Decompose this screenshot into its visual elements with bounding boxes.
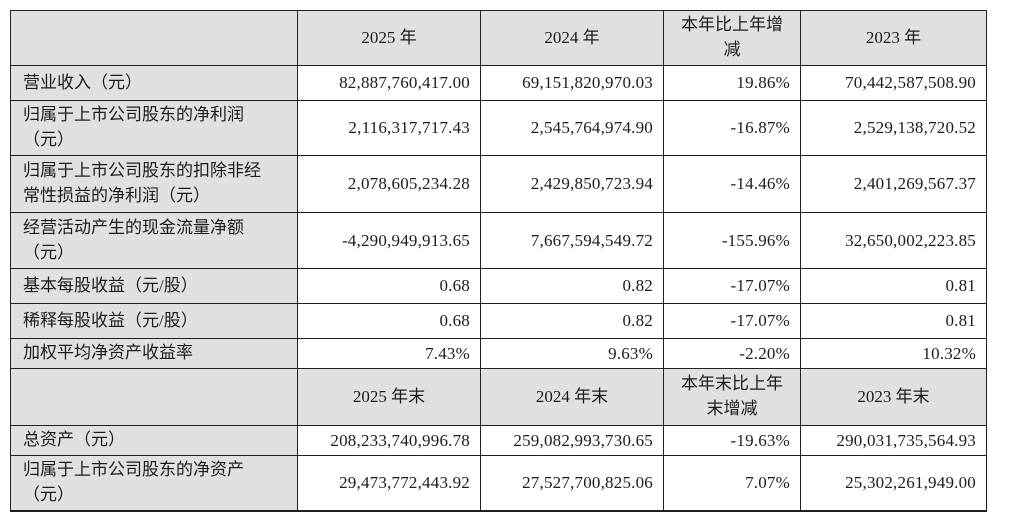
data-cell: 2,078,605,234.28 [297,155,481,213]
data-cell: 0.82 [480,303,664,339]
data-cell: 2,545,764,974.90 [480,100,664,156]
data-cell: 0.68 [297,268,481,304]
table-row-net-profit-excl-nonrecurring: 归属于上市公司股东的扣除非经常性损益的净利润（元） 2,078,605,234.… [10,155,987,213]
period-header-row-annual: 2025 年 2024 年 本年比上年增减 2023 年 [10,10,987,66]
header-cell-yoy-change: 本年比上年增减 [663,10,801,66]
header-cell-2025: 2025 年 [297,10,481,66]
data-cell: -14.46% [663,155,801,213]
table-row-weighted-avg-roe: 加权平均净资产收益率 7.43% 9.63% -2.20% 10.32% [10,338,987,369]
data-cell: 10.32% [800,338,987,369]
row-label-cell: 基本每股收益（元/股） [10,268,298,304]
header-cell-2023-end: 2023 年末 [800,368,987,426]
row-label-cell: 营业收入（元） [10,65,298,101]
data-cell: 7,667,594,549.72 [480,212,664,269]
row-label-cell: 稀释每股收益（元/股） [10,303,298,339]
header-corner-cell [10,368,298,426]
data-cell: 2,429,850,723.94 [480,155,664,213]
data-cell: 82,887,760,417.00 [297,65,481,101]
header-corner-cell [10,10,298,66]
data-cell: 29,473,772,443.92 [297,455,481,511]
data-cell: 290,031,735,564.93 [800,425,987,456]
table-row-diluted-eps: 稀释每股收益（元/股） 0.68 0.82 -17.07% 0.81 [10,303,987,339]
row-label-cell: 加权平均净资产收益率 [10,338,298,369]
header-cell-2024: 2024 年 [480,10,664,66]
data-cell: 7.07% [663,455,801,511]
data-cell: -16.87% [663,100,801,156]
data-cell: 0.68 [297,303,481,339]
data-cell: 2,116,317,717.43 [297,100,481,156]
row-label-cell: 归属于上市公司股东的净资产（元） [10,455,298,511]
data-cell: 9.63% [480,338,664,369]
table-row-revenue: 营业收入（元） 82,887,760,417.00 69,151,820,970… [10,65,987,101]
row-label-cell: 归属于上市公司股东的扣除非经常性损益的净利润（元） [10,155,298,213]
data-cell: 0.82 [480,268,664,304]
data-cell: -19.63% [663,425,801,456]
header-cell-end-change: 本年末比上年末增减 [663,368,801,426]
data-cell: -4,290,949,913.65 [297,212,481,269]
data-cell: 0.81 [800,303,987,339]
period-header-row-year-end: 2025 年末 2024 年末 本年末比上年末增减 2023 年末 [10,368,987,426]
data-cell: 25,302,261,949.00 [800,455,987,511]
data-cell: 208,233,740,996.78 [297,425,481,456]
row-label-cell: 总资产（元） [10,425,298,456]
table-row-total-assets: 总资产（元） 208,233,740,996.78 259,082,993,73… [10,425,987,456]
header-cell-2025-end: 2025 年末 [297,368,481,426]
data-cell: 27,527,700,825.06 [480,455,664,511]
table-row-net-profit: 归属于上市公司股东的净利润（元） 2,116,317,717.43 2,545,… [10,100,987,156]
financial-summary: 2025 年 2024 年 本年比上年增减 2023 年 营业收入（元） 82,… [10,10,987,512]
row-label-cell: 经营活动产生的现金流量净额（元） [10,212,298,269]
data-cell: -2.20% [663,338,801,369]
data-cell: -17.07% [663,303,801,339]
data-cell: 7.43% [297,338,481,369]
data-cell: 2,529,138,720.52 [800,100,987,156]
table-row-net-assets: 归属于上市公司股东的净资产（元） 29,473,772,443.92 27,52… [10,455,987,511]
header-cell-2024-end: 2024 年末 [480,368,664,426]
header-cell-2023: 2023 年 [800,10,987,66]
data-cell: 0.81 [800,268,987,304]
data-cell: 2,401,269,567.37 [800,155,987,213]
data-cell: 32,650,002,223.85 [800,212,987,269]
table-row-basic-eps: 基本每股收益（元/股） 0.68 0.82 -17.07% 0.81 [10,268,987,304]
data-cell: -17.07% [663,268,801,304]
data-cell: 259,082,993,730.65 [480,425,664,456]
data-cell: 70,442,587,508.90 [800,65,987,101]
data-cell: 69,151,820,970.03 [480,65,664,101]
row-label-cell: 归属于上市公司股东的净利润（元） [10,100,298,156]
data-cell: 19.86% [663,65,801,101]
financial-summary-table: 2025 年 2024 年 本年比上年增减 2023 年 营业收入（元） 82,… [10,10,987,512]
data-cell: -155.96% [663,212,801,269]
table-row-operating-cash-flow: 经营活动产生的现金流量净额（元） -4,290,949,913.65 7,667… [10,212,987,269]
